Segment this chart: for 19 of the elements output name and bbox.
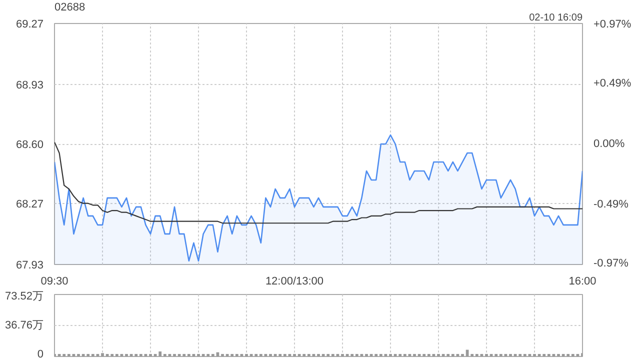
y-tick-label: 68.27	[16, 198, 44, 210]
y2-tick-label: -0.97%	[594, 258, 629, 270]
x-tick-label: 12:00/13:00	[265, 276, 324, 288]
x-tick-label: 16:00	[568, 276, 596, 288]
y-tick-label: 68.93	[16, 80, 44, 92]
x-tick-label: 09:30	[40, 276, 68, 288]
y-tick-label: 73.52万	[4, 290, 44, 302]
chart-title: 02688	[54, 2, 86, 14]
y2-tick-label: 0.00%	[594, 138, 625, 150]
y2-tick-label: +0.97%	[594, 18, 632, 30]
y-tick-label: 0	[37, 348, 44, 360]
annotation: 02-10 16:09	[529, 12, 583, 24]
line-series	[54, 142, 582, 224]
y-tick-label: 68.60	[16, 139, 44, 151]
y-tick-label: 36.76万	[4, 320, 44, 332]
y2-tick-label: +0.49%	[594, 78, 632, 90]
y2-tick-label: -0.49%	[594, 198, 629, 210]
y-tick-label: 69.27	[16, 18, 44, 30]
y-tick-label: 67.93	[16, 260, 44, 272]
